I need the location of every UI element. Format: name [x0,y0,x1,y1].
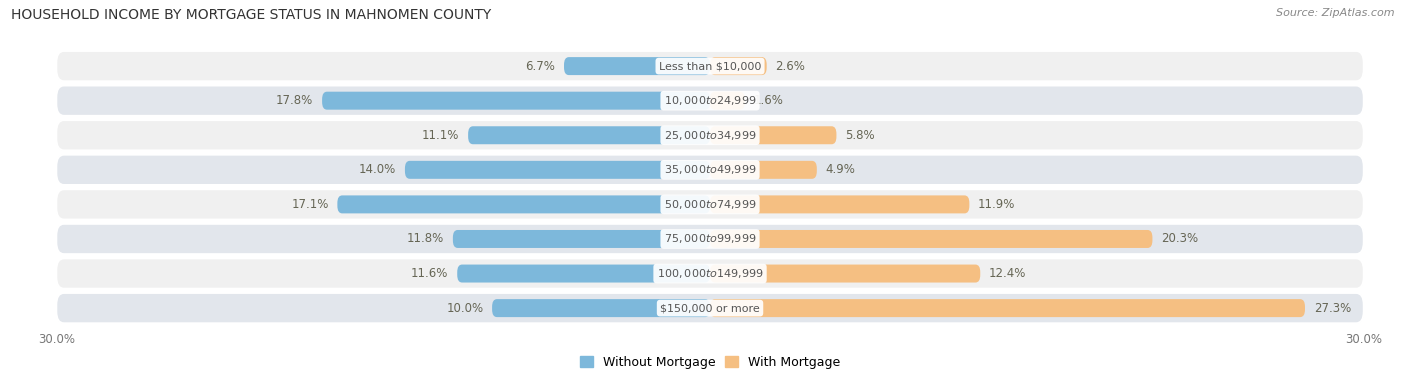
Text: Less than $10,000: Less than $10,000 [659,61,761,71]
FancyBboxPatch shape [492,299,710,317]
FancyBboxPatch shape [710,161,817,179]
FancyBboxPatch shape [710,195,969,214]
Text: 6.7%: 6.7% [526,60,555,73]
Text: HOUSEHOLD INCOME BY MORTGAGE STATUS IN MAHNOMEN COUNTY: HOUSEHOLD INCOME BY MORTGAGE STATUS IN M… [11,8,492,22]
Text: 11.9%: 11.9% [979,198,1015,211]
FancyBboxPatch shape [453,230,710,248]
Text: 5.8%: 5.8% [845,129,875,142]
Text: 20.3%: 20.3% [1161,232,1198,245]
Text: $100,000 to $149,999: $100,000 to $149,999 [657,267,763,280]
FancyBboxPatch shape [56,51,1364,81]
Text: 17.8%: 17.8% [276,94,314,107]
FancyBboxPatch shape [710,126,837,144]
Text: 11.6%: 11.6% [411,267,449,280]
FancyBboxPatch shape [56,155,1364,185]
Text: 1.6%: 1.6% [754,94,783,107]
Text: $75,000 to $99,999: $75,000 to $99,999 [664,232,756,245]
FancyBboxPatch shape [56,85,1364,116]
FancyBboxPatch shape [710,57,766,75]
FancyBboxPatch shape [56,293,1364,323]
Text: $35,000 to $49,999: $35,000 to $49,999 [664,163,756,176]
FancyBboxPatch shape [56,189,1364,220]
Text: 4.9%: 4.9% [825,163,855,176]
FancyBboxPatch shape [710,92,745,110]
FancyBboxPatch shape [56,120,1364,150]
Text: 12.4%: 12.4% [988,267,1026,280]
FancyBboxPatch shape [337,195,710,214]
FancyBboxPatch shape [56,258,1364,289]
Text: 10.0%: 10.0% [446,302,484,314]
Text: 17.1%: 17.1% [291,198,329,211]
FancyBboxPatch shape [322,92,710,110]
FancyBboxPatch shape [468,126,710,144]
FancyBboxPatch shape [710,299,1305,317]
Legend: Without Mortgage, With Mortgage: Without Mortgage, With Mortgage [575,351,845,373]
Text: $50,000 to $74,999: $50,000 to $74,999 [664,198,756,211]
Text: $150,000 or more: $150,000 or more [661,303,759,313]
Text: 14.0%: 14.0% [359,163,396,176]
FancyBboxPatch shape [457,265,710,282]
Text: $25,000 to $34,999: $25,000 to $34,999 [664,129,756,142]
FancyBboxPatch shape [710,230,1153,248]
FancyBboxPatch shape [564,57,710,75]
Text: $10,000 to $24,999: $10,000 to $24,999 [664,94,756,107]
Text: Source: ZipAtlas.com: Source: ZipAtlas.com [1277,8,1395,17]
Text: 27.3%: 27.3% [1313,302,1351,314]
Text: 11.8%: 11.8% [406,232,444,245]
FancyBboxPatch shape [710,265,980,282]
FancyBboxPatch shape [56,224,1364,254]
FancyBboxPatch shape [405,161,710,179]
Text: 2.6%: 2.6% [776,60,806,73]
Text: 11.1%: 11.1% [422,129,460,142]
